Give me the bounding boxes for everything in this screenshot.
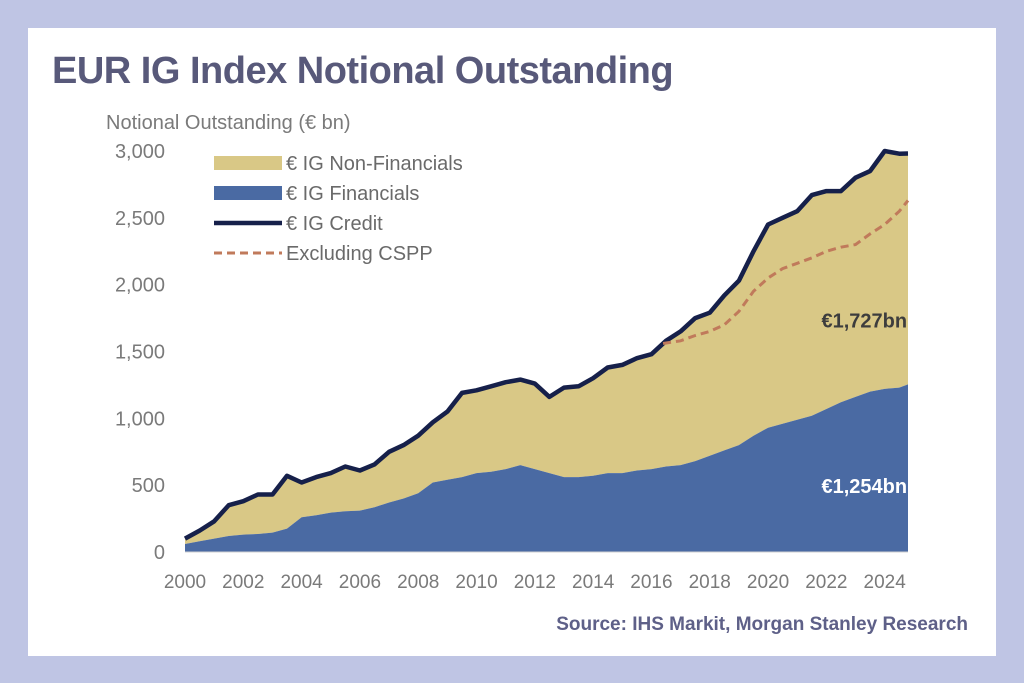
series-area-non-financials <box>185 151 908 544</box>
x-tick-label: 2014 <box>572 572 615 593</box>
y-tick-label: 0 <box>154 542 165 564</box>
x-tick-label: 2016 <box>630 572 672 593</box>
x-tick-label: 2002 <box>222 572 264 593</box>
legend-label: Excluding CSPP <box>286 243 433 265</box>
x-tick-label: 2024 <box>864 572 907 593</box>
series-line-excluding-cspp <box>662 199 910 345</box>
series-line-ig-credit <box>183 148 909 541</box>
x-tick-label: 2020 <box>747 572 789 593</box>
chart: 0 500 1,000 1,500 2,000 2,500 3,000 2000 2002 200… <box>106 112 910 593</box>
legend-label: € IG Credit <box>286 213 383 235</box>
legend-label: € IG Non-Financials <box>286 153 463 175</box>
y-tick-label: 3,000 <box>115 141 165 163</box>
x-tick-label: 2004 <box>280 572 323 593</box>
y-tick-label: 1,500 <box>115 342 165 364</box>
x-tick-label: 2012 <box>514 572 556 593</box>
data-annotation: €1,727bn <box>821 310 907 332</box>
legend-swatch-non-financials <box>214 156 282 170</box>
x-tick-label: 2018 <box>689 572 731 593</box>
y-axis-label: Notional Outstanding (€ bn) <box>106 112 351 134</box>
source-note: Source: IHS Markit, Morgan Stanley Resea… <box>556 614 968 635</box>
y-tick-label: 500 <box>132 475 165 497</box>
chart-card: EUR IG Index Notional Outstanding 0 500 1,… <box>28 28 996 656</box>
x-tick-label: 2008 <box>397 572 439 593</box>
data-annotation: €1,254bn <box>821 476 907 498</box>
y-tick-label: 1,000 <box>115 408 165 430</box>
legend-swatch-financials <box>214 186 282 200</box>
page-title: EUR IG Index Notional Outstanding <box>52 50 674 92</box>
y-tick-label: 2,500 <box>115 208 165 230</box>
y-tick-label: 2,000 <box>115 275 165 297</box>
series-area-financials <box>185 384 908 552</box>
legend-label: € IG Financials <box>286 183 419 205</box>
x-tick-label: 2000 <box>164 572 206 593</box>
x-tick-label: 2022 <box>805 572 847 593</box>
x-tick-label: 2010 <box>455 572 497 593</box>
x-tick-label: 2006 <box>339 572 381 593</box>
